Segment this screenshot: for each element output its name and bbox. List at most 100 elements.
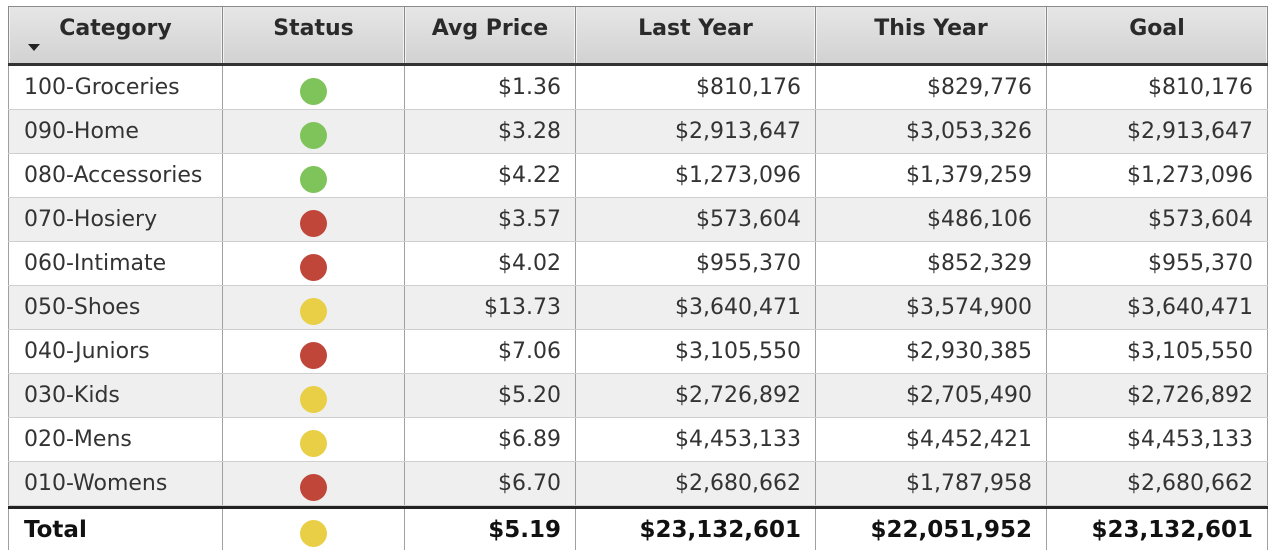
avg-price-value: $4.02: [498, 251, 561, 276]
goal-value: $2,680,662: [1127, 471, 1253, 496]
category-cell: 060-Intimate: [8, 242, 223, 285]
table-row[interactable]: 010-Womens $6.70 $2,680,662 $1,787,958 $2,68…: [8, 462, 1268, 506]
this-year-value: $829,776: [927, 75, 1032, 100]
category-cell: 020-Mens: [8, 418, 223, 461]
category-value: 070-Hosiery: [24, 207, 158, 232]
avg-price-value: $4.22: [498, 163, 561, 188]
last-year-cell: $4,453,133: [576, 418, 816, 461]
table-row[interactable]: 070-Hosiery $3.57 $573,604 $486,106 $573,604: [8, 198, 1268, 242]
this-year-cell: $486,106: [816, 198, 1047, 241]
last-year-value: $4,453,133: [675, 427, 801, 452]
last-year-value: $2,680,662: [675, 471, 801, 496]
category-cell: 080-Accessories: [8, 154, 223, 197]
category-value: 080-Accessories: [24, 163, 203, 188]
avg-price-value: $6.70: [498, 471, 561, 496]
goal-cell: $955,370: [1047, 242, 1268, 285]
total-row-container: Total $5.19 $23,132,601 $22,051,952 $23,132,…: [8, 506, 1268, 550]
this-year-value: $2,705,490: [906, 383, 1032, 408]
this-year-cell: $2,705,490: [816, 374, 1047, 417]
column-header-last-year[interactable]: Last Year: [576, 7, 816, 63]
goal-value: $2,726,892: [1127, 383, 1253, 408]
table-row[interactable]: 030-Kids $5.20 $2,726,892 $2,705,490 $2,726,…: [8, 374, 1268, 418]
goal-cell: $1,273,096: [1047, 154, 1268, 197]
status-cell: [223, 286, 405, 329]
avg-price-cell: $3.28: [405, 110, 576, 153]
column-header-label: Status: [273, 16, 354, 41]
category-value: 020-Mens: [24, 427, 132, 452]
avg-price-value: $3.28: [498, 119, 561, 144]
column-header-category[interactable]: Category: [8, 7, 223, 63]
table-row[interactable]: 040-Juniors $7.06 $3,105,550 $2,930,385 $3,1…: [8, 330, 1268, 374]
this-year-cell: $3,053,326: [816, 110, 1047, 153]
this-year-value: $3,574,900: [906, 295, 1032, 320]
last-year-cell: $2,726,892: [576, 374, 816, 417]
goal-cell: $573,604: [1047, 198, 1268, 241]
status-cell: [223, 330, 405, 373]
table-row[interactable]: 020-Mens $6.89 $4,453,133 $4,452,421 $4,453,…: [8, 418, 1268, 462]
goal-value: $2,913,647: [1127, 119, 1253, 144]
total-row[interactable]: Total $5.19 $23,132,601 $22,051,952 $23,132,…: [8, 506, 1268, 550]
this-year-value: $2,930,385: [906, 339, 1032, 364]
goal-cell: $3,640,471: [1047, 286, 1268, 329]
category-cell: 090-Home: [8, 110, 223, 153]
table-row[interactable]: 060-Intimate $4.02 $955,370 $852,329 $955,37…: [8, 242, 1268, 286]
this-year-cell: $22,051,952: [816, 509, 1047, 550]
goal-value: $3,640,471: [1127, 295, 1253, 320]
goal-cell: $810,176: [1047, 66, 1268, 109]
this-year-value: $852,329: [927, 251, 1032, 276]
this-year-cell: $852,329: [816, 242, 1047, 285]
goal-value: $23,132,601: [1091, 516, 1253, 543]
column-header-label: This Year: [874, 16, 988, 41]
category-cell: 040-Juniors: [8, 330, 223, 373]
table-row[interactable]: 090-Home $3.28 $2,913,647 $3,053,326 $2,913,…: [8, 110, 1268, 154]
this-year-cell: $2,930,385: [816, 330, 1047, 373]
column-header-label: Goal: [1129, 16, 1185, 41]
status-indicator-yellow-icon: [300, 430, 327, 457]
column-header-avg-price[interactable]: Avg Price: [405, 7, 576, 63]
sort-descending-icon[interactable]: [28, 44, 40, 51]
avg-price-value: $6.89: [498, 427, 561, 452]
avg-price-cell: $6.89: [405, 418, 576, 461]
status-cell: [223, 66, 405, 109]
this-year-cell: $1,787,958: [816, 462, 1047, 505]
last-year-cell: $3,640,471: [576, 286, 816, 329]
avg-price-cell: $4.22: [405, 154, 576, 197]
category-value: 100-Groceries: [24, 75, 180, 100]
this-year-value: $4,452,421: [906, 427, 1032, 452]
category-cell: 010-Womens: [8, 462, 223, 505]
this-year-cell: $4,452,421: [816, 418, 1047, 461]
column-header-goal[interactable]: Goal: [1047, 7, 1268, 63]
table-row[interactable]: 100-Groceries $1.36 $810,176 $829,776 $810,1…: [8, 66, 1268, 110]
avg-price-cell: $6.70: [405, 462, 576, 505]
status-indicator-green-icon: [300, 122, 327, 149]
goal-cell: $3,105,550: [1047, 330, 1268, 373]
column-header-status[interactable]: Status: [223, 7, 405, 63]
goal-cell: $4,453,133: [1047, 418, 1268, 461]
status-cell: [223, 198, 405, 241]
table-row[interactable]: 050-Shoes $13.73 $3,640,471 $3,574,900 $3,64…: [8, 286, 1268, 330]
goal-value: $573,604: [1148, 207, 1253, 232]
table-row[interactable]: 080-Accessories $4.22 $1,273,096 $1,379,259…: [8, 154, 1268, 198]
column-header-this-year[interactable]: This Year: [816, 7, 1047, 63]
status-cell: [223, 509, 405, 550]
goal-cell: $2,913,647: [1047, 110, 1268, 153]
status-cell: [223, 374, 405, 417]
last-year-value: $2,913,647: [675, 119, 801, 144]
avg-price-value: $1.36: [498, 75, 561, 100]
avg-price-value: $7.06: [498, 339, 561, 364]
table-body: 100-Groceries $1.36 $810,176 $829,776 $810,1…: [8, 66, 1268, 506]
status-cell: [223, 462, 405, 505]
this-year-cell: $3,574,900: [816, 286, 1047, 329]
category-value: 090-Home: [24, 119, 139, 144]
category-cell: 100-Groceries: [8, 66, 223, 109]
goal-value: $810,176: [1148, 75, 1253, 100]
avg-price-cell: $7.06: [405, 330, 576, 373]
last-year-value: $573,604: [696, 207, 801, 232]
this-year-value: $22,051,952: [870, 516, 1032, 543]
status-cell: [223, 154, 405, 197]
avg-price-cell: $5.19: [405, 509, 576, 550]
this-year-value: $3,053,326: [906, 119, 1032, 144]
category-value: 030-Kids: [24, 383, 120, 408]
goal-value: $1,273,096: [1127, 163, 1253, 188]
status-indicator-red-icon: [300, 210, 327, 237]
